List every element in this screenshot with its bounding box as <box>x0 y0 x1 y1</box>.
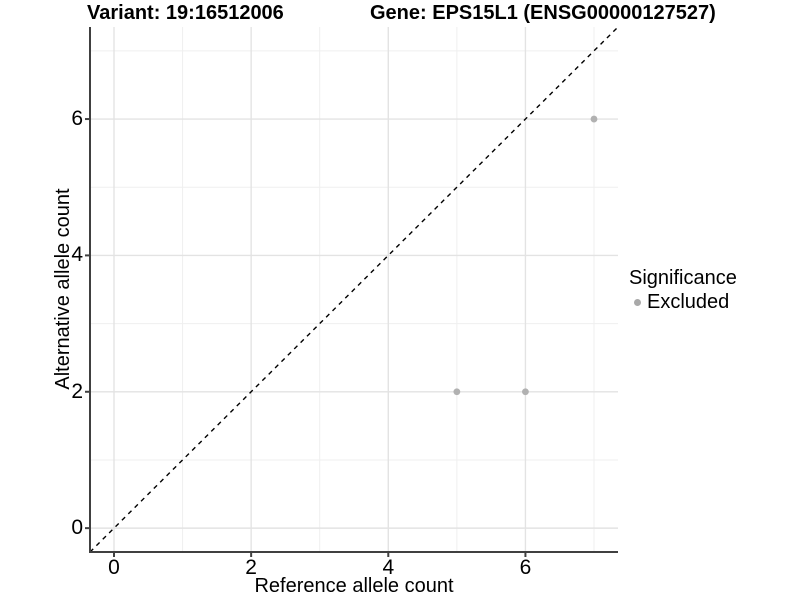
variant-title: Variant: 19:16512006 <box>87 2 284 24</box>
data-point <box>522 388 529 396</box>
x-tick-label: 2 <box>245 556 257 579</box>
y-tick-label: 0 <box>71 516 83 540</box>
legend-item-excluded: Excluded <box>629 291 737 313</box>
legend-item-label: Excluded <box>647 291 730 313</box>
gene-title: Gene: EPS15L1 (ENSG00000127527) <box>370 2 716 24</box>
x-axis-title: Reference allele count <box>254 575 454 597</box>
data-point <box>590 115 598 123</box>
x-tick-label: 4 <box>382 556 395 579</box>
x-tick-label: 0 <box>108 556 120 579</box>
y-axis-title: Alternative allele count <box>52 188 74 390</box>
diagonal-reference-line <box>89 26 619 553</box>
legend: Significance Excluded <box>629 267 737 313</box>
legend-title: Significance <box>629 267 737 289</box>
data-point <box>453 388 461 396</box>
y-tick-label: 4 <box>71 243 83 267</box>
excluded-point-icon <box>634 298 641 306</box>
y-tick-label: 6 <box>71 107 83 131</box>
y-tick-label: 2 <box>71 379 83 403</box>
x-tick-label: 6 <box>519 556 532 579</box>
